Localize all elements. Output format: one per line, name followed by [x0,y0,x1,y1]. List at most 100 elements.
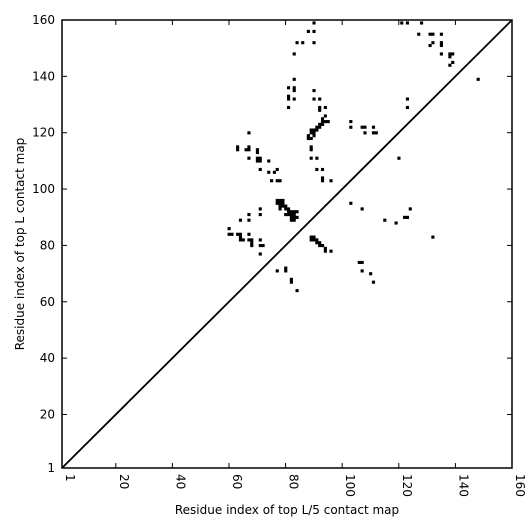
contact-point [312,29,316,33]
contact-point [312,134,316,138]
x-tick-label: 20 [117,474,131,489]
contact-point [278,204,282,208]
contact-point [287,94,291,98]
contact-point [371,125,376,129]
x-tick-label: 100 [343,474,357,497]
contact-point [405,97,409,101]
diagonal-line [61,19,513,469]
x-tick-label: 1 [63,474,77,482]
contact-point [275,179,279,183]
y-tick-label: 120 [32,126,55,140]
contact-point [238,238,243,242]
contact-point [255,159,259,163]
contact-point [284,269,288,273]
contact-point [238,232,243,236]
contact-point [448,63,452,67]
contact-point [428,32,432,36]
contact-point [275,167,279,172]
contact-point [315,156,319,160]
x-axis-ticks: 1 20 40 60 80 100 120 140 160 [61,20,527,497]
contact-point [309,156,313,160]
contact-point [320,179,325,183]
contact-point [323,120,327,124]
contact-point [349,125,353,129]
contact-point [431,41,435,45]
contact-point [247,232,251,236]
contact-point [448,55,452,59]
contact-point [281,201,285,205]
contact-point [261,244,265,248]
contact-point [295,289,299,293]
contact-point [318,105,322,110]
contact-point [270,179,274,183]
contact-point [329,179,333,183]
contact-point [360,260,364,265]
contact-point [227,232,231,236]
contact-point [292,77,296,81]
contact-point [318,125,322,129]
contact-point [312,89,316,93]
contact-point [320,167,325,172]
contact-point [287,105,291,110]
x-tick-label: 60 [230,474,244,489]
y-tick-label: 80 [40,238,55,252]
contact-point [357,260,361,265]
contact-point [349,201,353,205]
y-tick-label: 1 [47,461,55,475]
contact-point [318,244,322,248]
contact-point [287,86,291,90]
contact-point [236,145,240,149]
contact-point [371,280,376,284]
contact-point [247,213,251,217]
contact-point [420,21,424,25]
contact-point [323,246,327,250]
contact-point [315,125,319,129]
x-tick-label: 140 [456,474,470,497]
contact-point [360,207,364,211]
contact-point [360,269,364,273]
contact-point [320,244,325,248]
contact-point [289,218,293,222]
contact-point [312,41,316,45]
contact-point [448,52,452,56]
contact-point [312,235,316,239]
contact-point [405,21,409,25]
contact-points [227,21,480,293]
contact-point [278,201,282,205]
contact-point [278,179,282,183]
plot-frame [61,19,513,469]
contact-point [250,241,254,245]
contact-point [284,213,288,217]
contact-point [439,32,443,36]
contact-point [371,131,376,135]
y-tick-label: 100 [32,182,55,196]
contact-point [247,145,251,149]
contact-point [309,238,313,242]
contact-point [289,213,293,217]
contact-point [320,120,325,124]
contact-point [360,125,364,129]
contact-point [284,204,288,208]
contact-point [289,215,293,219]
y-tick-label: 160 [32,13,55,27]
contact-point [318,97,322,101]
contact-point [250,238,254,242]
contact-point [312,21,316,25]
contact-point [287,213,291,217]
contact-point [320,117,325,121]
contact-point [405,215,409,219]
contact-point [292,210,296,214]
contact-point [318,108,322,112]
contact-point [323,105,327,110]
contact-point [363,125,367,129]
contact-point [394,221,398,225]
contact-point [247,238,251,242]
contact-point [301,41,305,45]
contact-point [267,170,271,174]
y-tick-label: 40 [40,351,55,365]
contact-point [439,41,443,45]
contact-point [275,198,279,203]
contact-point [323,114,327,118]
y-tick-label: 60 [40,295,55,309]
